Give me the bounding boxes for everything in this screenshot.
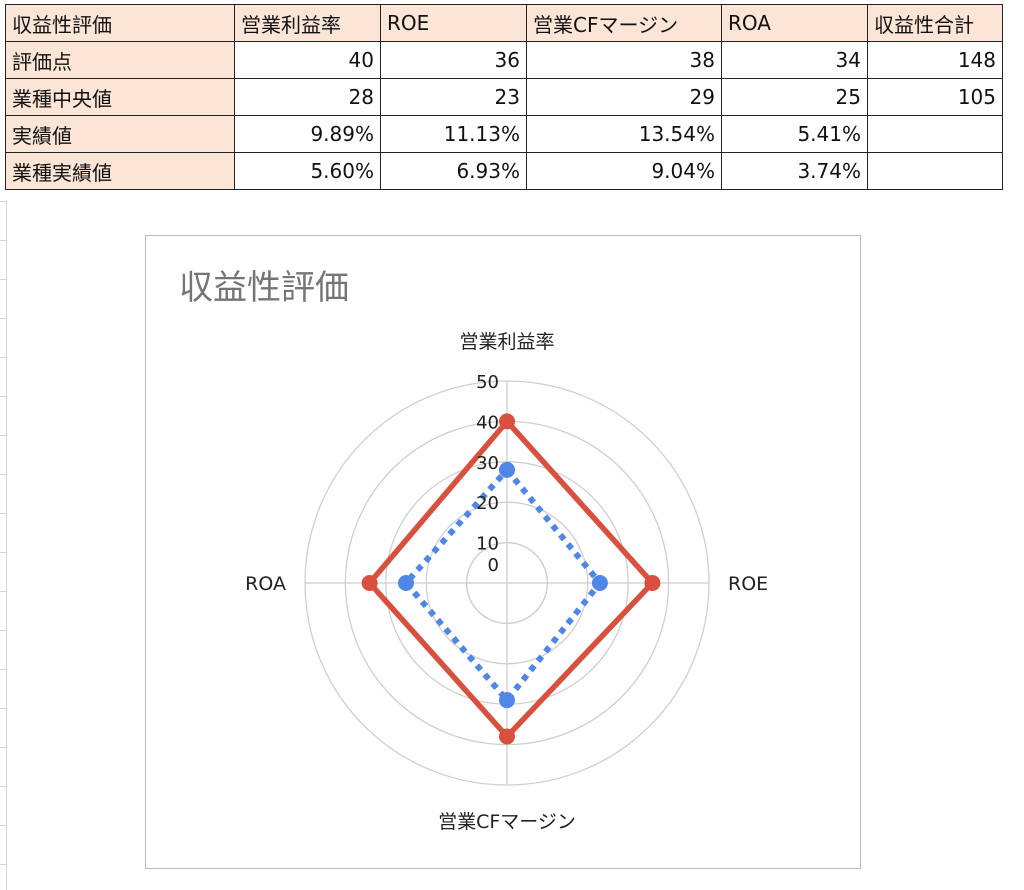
header-cell[interactable]: ROA <box>721 4 868 42</box>
value-cell[interactable]: 3.74% <box>721 152 868 190</box>
radial-tick-label: 50 <box>476 372 499 393</box>
value-cell[interactable]: 9.89% <box>234 115 381 153</box>
value-cell[interactable]: 36 <box>380 41 527 79</box>
value-cell[interactable]: 11.13% <box>380 115 527 153</box>
value-cell[interactable]: 29 <box>526 78 722 116</box>
series-point <box>361 575 378 591</box>
category-label: ROA <box>245 573 286 595</box>
value-cell[interactable]: 9.04% <box>526 152 722 190</box>
radial-tick-label: 30 <box>476 453 499 474</box>
radial-tick-label: 0 <box>488 555 499 576</box>
series-point <box>644 575 661 591</box>
row-label-cell[interactable]: 業種実績値 <box>5 152 235 190</box>
category-label: 営業利益率 <box>459 331 554 353</box>
header-cell[interactable]: 収益性評価 <box>5 4 235 42</box>
series-point <box>499 461 515 478</box>
value-cell[interactable]: 25 <box>721 78 868 116</box>
table-row: 評価点 40 36 38 34 148 <box>5 41 1003 79</box>
header-cell[interactable]: ROE <box>380 4 527 42</box>
value-cell[interactable]: 148 <box>867 41 1003 79</box>
value-cell[interactable]: 13.54% <box>526 115 722 153</box>
data-table: 収益性評価 営業利益率 ROE 営業CFマージン ROA 収益性合計 評価点 4… <box>5 4 1003 190</box>
table-header-row: 収益性評価 営業利益率 ROE 営業CFマージン ROA 収益性合計 <box>5 4 1003 42</box>
row-label-cell[interactable]: 実績値 <box>5 115 235 153</box>
value-cell[interactable]: 6.93% <box>380 152 527 190</box>
value-cell[interactable]: 5.60% <box>234 152 381 190</box>
radial-tick-label: 20 <box>476 493 499 514</box>
chart-title: 収益性評価 <box>179 268 349 308</box>
value-cell[interactable]: 23 <box>380 78 527 116</box>
series-point <box>591 575 608 591</box>
radial-tick-label: 10 <box>476 534 499 555</box>
series-point <box>499 728 515 745</box>
table-row: 業種中央値 28 23 29 25 105 <box>5 78 1003 116</box>
series-line <box>402 465 604 705</box>
series-point <box>499 413 515 430</box>
table-row: 実績値 9.89% 11.13% 13.54% 5.41% <box>5 115 1003 153</box>
value-cell[interactable]: 38 <box>526 41 722 79</box>
value-cell[interactable]: 5.41% <box>721 115 868 153</box>
category-label: 営業CFマージン <box>438 811 576 833</box>
header-cell[interactable]: 営業利益率 <box>234 4 381 42</box>
row-label-cell[interactable]: 業種中央値 <box>5 78 235 116</box>
header-cell[interactable]: 収益性合計 <box>867 4 1003 42</box>
value-cell[interactable] <box>867 115 1003 153</box>
value-cell[interactable]: 34 <box>721 41 868 79</box>
row-label-cell[interactable]: 評価点 <box>5 41 235 79</box>
value-cell[interactable]: 105 <box>867 78 1003 116</box>
value-cell[interactable] <box>867 152 1003 190</box>
radar-chart[interactable]: 収益性評価 0 10 20 30 40 50 営業利益率 ROE 営業CFマージン ROA <box>145 235 861 869</box>
series-point <box>499 692 515 709</box>
radial-tick-label: 40 <box>476 412 499 433</box>
series-point <box>398 575 414 591</box>
value-cell[interactable]: 28 <box>234 78 381 116</box>
category-label: ROE <box>728 573 768 595</box>
header-cell[interactable]: 営業CFマージン <box>526 4 722 42</box>
table-row: 業種実績値 5.60% 6.93% 9.04% 3.74% <box>5 152 1003 190</box>
row-gridlines <box>0 201 7 890</box>
value-cell[interactable]: 40 <box>234 41 381 79</box>
radar-chart-svg: 収益性評価 010 20 30 40 50 営業利益率 ROE 営業CFマージン ROA <box>179 268 768 833</box>
